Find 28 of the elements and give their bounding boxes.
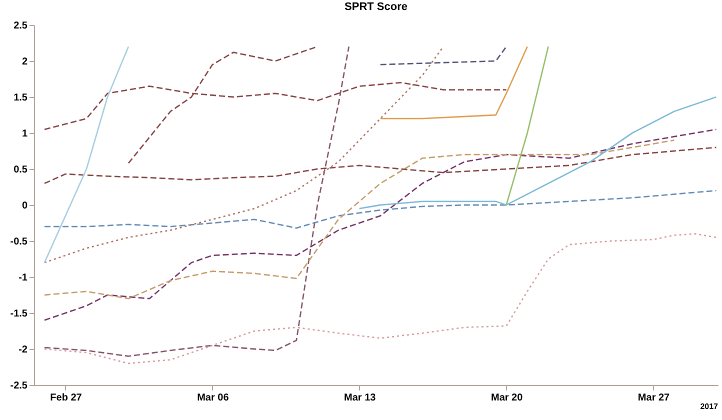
y-tick-label: -1.5 bbox=[10, 308, 28, 320]
y-tick-label: 2 bbox=[22, 56, 28, 68]
y-tick-label: -1 bbox=[18, 272, 28, 284]
y-tick-label: 0.5 bbox=[14, 164, 28, 176]
y-tick-label: 1.5 bbox=[14, 92, 28, 104]
y-tick-label: -0.5 bbox=[10, 236, 28, 248]
line-series bbox=[44, 140, 675, 300]
line-series bbox=[44, 146, 717, 184]
y-tick-label: 2.5 bbox=[14, 20, 28, 32]
x-tick-label: Feb 27 bbox=[50, 392, 82, 404]
x-tick-label: Mar 13 bbox=[344, 392, 376, 404]
line-series bbox=[44, 128, 717, 321]
y-tick-label: -2.5 bbox=[10, 380, 28, 392]
y-tick-label: -2 bbox=[18, 344, 28, 356]
line-series bbox=[44, 46, 130, 264]
line-series bbox=[380, 46, 528, 120]
line-series bbox=[44, 46, 444, 264]
chart-title: SPRT Score bbox=[344, 1, 408, 13]
line-series bbox=[358, 96, 717, 210]
y-tick-label: 0 bbox=[22, 200, 28, 212]
x-tick-label: Mar 20 bbox=[490, 392, 524, 404]
text: 2017 bbox=[700, 402, 719, 411]
line-series bbox=[44, 46, 350, 357]
line-series bbox=[44, 233, 717, 364]
line-series bbox=[44, 190, 717, 229]
x-tick-label: Mar 27 bbox=[638, 392, 670, 404]
x-tick-label: Mar 06 bbox=[197, 392, 230, 404]
y-tick-label: 1 bbox=[22, 128, 28, 140]
